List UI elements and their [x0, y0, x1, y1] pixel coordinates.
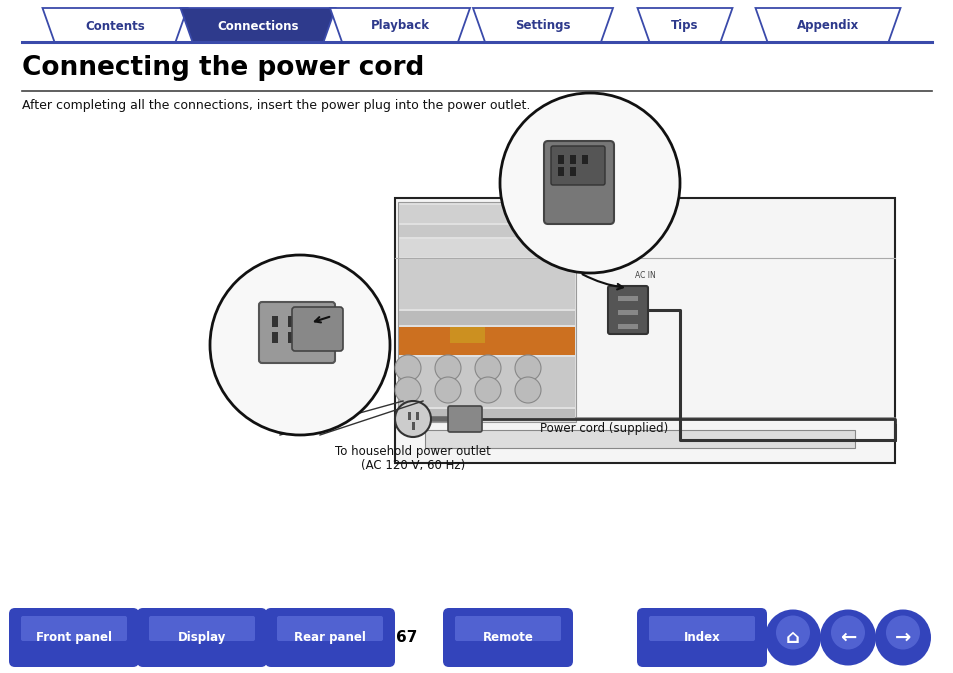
Bar [398, 225, 575, 237]
Bar [558, 167, 563, 176]
Bar [581, 155, 587, 164]
Text: Settings: Settings [515, 20, 570, 32]
Bar [272, 332, 277, 343]
Circle shape [820, 610, 875, 666]
Bar [569, 167, 576, 176]
FancyBboxPatch shape [9, 608, 139, 667]
Text: (AC 120 V, 60 Hz): (AC 120 V, 60 Hz) [360, 459, 465, 472]
Text: Playback: Playback [370, 20, 429, 32]
Bar [288, 316, 294, 327]
Bar [424, 430, 854, 448]
Bar [398, 357, 575, 407]
Circle shape [435, 355, 460, 381]
FancyBboxPatch shape [442, 608, 573, 667]
Bar [569, 155, 576, 164]
Polygon shape [755, 8, 900, 42]
Bar [416, 412, 418, 420]
Bar [408, 412, 411, 420]
FancyBboxPatch shape [543, 141, 614, 224]
Circle shape [885, 616, 919, 649]
Text: Rear panel: Rear panel [294, 631, 366, 644]
Text: Connections: Connections [217, 20, 298, 32]
Circle shape [210, 255, 390, 435]
FancyBboxPatch shape [395, 198, 894, 463]
Text: After completing all the connections, insert the power plug into the power outle: After completing all the connections, in… [22, 99, 530, 112]
Text: AC IN: AC IN [635, 271, 655, 280]
Polygon shape [637, 8, 732, 42]
Bar [398, 205, 575, 223]
Circle shape [475, 355, 500, 381]
Text: To household power outlet: To household power outlet [335, 445, 491, 458]
Text: Appendix: Appendix [796, 20, 859, 32]
FancyBboxPatch shape [149, 616, 254, 641]
Bar [398, 239, 575, 257]
FancyBboxPatch shape [21, 616, 127, 641]
Circle shape [395, 377, 420, 403]
Bar [618, 310, 638, 315]
Text: Contents: Contents [85, 20, 145, 32]
Bar [398, 311, 575, 325]
Circle shape [830, 616, 864, 649]
Bar [490, 327, 524, 343]
FancyBboxPatch shape [137, 608, 267, 667]
Text: ⌂: ⌂ [785, 628, 800, 647]
Circle shape [475, 377, 500, 403]
FancyBboxPatch shape [551, 146, 604, 185]
Bar [412, 422, 415, 430]
Circle shape [515, 377, 540, 403]
Bar [399, 327, 435, 343]
Circle shape [395, 355, 420, 381]
FancyBboxPatch shape [276, 616, 382, 641]
Bar [618, 324, 638, 329]
Circle shape [435, 377, 460, 403]
Bar [272, 316, 277, 327]
Bar [450, 327, 484, 343]
Circle shape [499, 93, 679, 273]
Circle shape [764, 610, 821, 666]
Circle shape [874, 610, 930, 666]
FancyBboxPatch shape [292, 307, 343, 351]
FancyBboxPatch shape [648, 616, 754, 641]
Text: Tips: Tips [671, 20, 698, 32]
Bar [618, 296, 638, 301]
Polygon shape [43, 8, 188, 42]
Circle shape [395, 401, 431, 437]
FancyBboxPatch shape [397, 202, 576, 422]
Text: ←: ← [839, 628, 855, 647]
FancyBboxPatch shape [265, 608, 395, 667]
FancyBboxPatch shape [455, 616, 560, 641]
Polygon shape [180, 8, 335, 42]
FancyBboxPatch shape [448, 406, 481, 432]
FancyBboxPatch shape [258, 302, 335, 363]
Text: Display: Display [177, 631, 226, 644]
Bar [288, 332, 294, 343]
Text: Connecting the power cord: Connecting the power cord [22, 55, 424, 81]
FancyBboxPatch shape [607, 286, 647, 334]
Text: 67: 67 [395, 630, 417, 645]
Circle shape [515, 355, 540, 381]
Bar [398, 409, 575, 419]
Bar [398, 259, 575, 309]
Text: Index: Index [683, 631, 720, 644]
FancyBboxPatch shape [637, 608, 766, 667]
Bar [398, 327, 575, 355]
Polygon shape [330, 8, 470, 42]
Bar [558, 155, 563, 164]
Polygon shape [473, 8, 613, 42]
Circle shape [775, 616, 809, 649]
Text: Remote: Remote [482, 631, 533, 644]
Text: Front panel: Front panel [36, 631, 112, 644]
Text: →: → [894, 628, 910, 647]
Text: Power cord (supplied): Power cord (supplied) [539, 422, 667, 435]
